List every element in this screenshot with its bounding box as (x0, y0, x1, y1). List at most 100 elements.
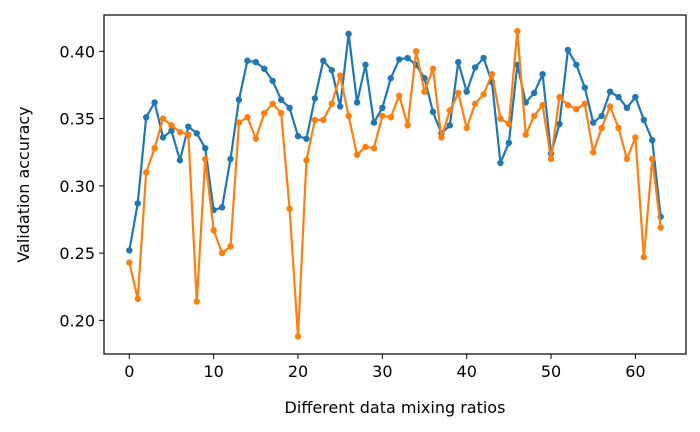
data-point (640, 116, 648, 124)
data-point (311, 116, 319, 124)
data-point (294, 132, 302, 140)
series-1 (126, 30, 664, 254)
data-point (590, 119, 597, 126)
data-point (573, 61, 580, 68)
data-point (218, 204, 226, 211)
data-point (126, 247, 133, 254)
data-point (556, 120, 563, 128)
x-tick-label: 20 (288, 362, 308, 381)
data-point (336, 103, 344, 110)
x-tick-label: 60 (625, 362, 645, 381)
data-point (311, 95, 319, 102)
data-point (379, 112, 386, 120)
data-point (387, 114, 394, 121)
data-point (606, 103, 614, 110)
data-point (286, 104, 293, 112)
data-point (429, 108, 437, 116)
data-point (539, 70, 546, 78)
data-point (227, 243, 234, 250)
data-point (623, 104, 631, 112)
data-point (159, 115, 167, 122)
x-tick-label: 10 (203, 362, 223, 381)
data-point (649, 155, 656, 163)
data-point (480, 54, 487, 62)
data-point (573, 105, 580, 113)
data-point (497, 159, 504, 167)
data-point (429, 65, 437, 73)
data-point (336, 72, 344, 79)
data-point (168, 127, 175, 134)
data-point (151, 144, 158, 152)
data-point (269, 100, 276, 107)
data-point (320, 57, 327, 64)
data-point (615, 93, 622, 101)
data-point (530, 112, 538, 120)
data-point (159, 134, 167, 141)
data-point (134, 200, 141, 207)
data-point (564, 101, 572, 109)
data-point (463, 124, 470, 132)
data-point (396, 92, 403, 99)
data-point (446, 107, 454, 114)
data-point (185, 131, 192, 138)
data-point (286, 205, 293, 212)
data-point (218, 249, 226, 257)
data-point (539, 101, 546, 109)
data-point (412, 48, 420, 55)
y-tick-label: 0.20 (59, 311, 95, 330)
data-point (463, 88, 470, 95)
data-point (345, 30, 352, 38)
data-point (345, 112, 352, 120)
data-point (649, 136, 656, 144)
data-point (438, 134, 445, 141)
data-point (387, 75, 394, 82)
data-point (547, 155, 555, 163)
x-tick-label: 40 (457, 362, 477, 381)
data-point (379, 104, 386, 112)
series-layer (126, 27, 664, 340)
x-tick-label: 0 (124, 362, 134, 381)
x-axis-label: Different data mixing ratios (285, 398, 506, 417)
data-point (488, 70, 496, 78)
data-point (623, 155, 631, 163)
data-point (303, 135, 310, 142)
data-point (252, 135, 260, 142)
data-point (176, 128, 184, 136)
data-point (615, 124, 622, 132)
data-point (362, 143, 369, 151)
data-point (370, 119, 378, 126)
data-point (261, 65, 268, 73)
data-point (227, 155, 234, 163)
y-tick-label: 0.30 (59, 177, 95, 196)
data-point (277, 96, 285, 103)
data-point (480, 91, 487, 98)
data-point (210, 227, 217, 234)
data-point (455, 58, 462, 66)
data-point (396, 56, 403, 63)
x-tick-label: 50 (541, 362, 561, 381)
data-point (328, 66, 335, 74)
x-axis-ticks: 0 10 20 30 40 50 60 (124, 354, 646, 381)
data-point (370, 144, 378, 152)
data-point (404, 122, 411, 129)
data-point (151, 99, 158, 106)
data-point (505, 139, 513, 146)
data-point (294, 333, 302, 340)
data-point (632, 134, 639, 141)
data-point (598, 112, 605, 120)
data-point (261, 110, 268, 117)
data-point (640, 253, 648, 261)
data-point (522, 131, 529, 138)
plot-frame (103, 14, 687, 355)
data-point (303, 157, 310, 164)
data-point (168, 122, 175, 129)
data-point (606, 88, 614, 95)
data-point (471, 64, 479, 71)
data-point (142, 114, 150, 121)
data-point (277, 110, 285, 117)
data-point (320, 116, 327, 124)
data-point (514, 27, 521, 35)
data-point (657, 224, 664, 231)
data-point (446, 122, 454, 129)
